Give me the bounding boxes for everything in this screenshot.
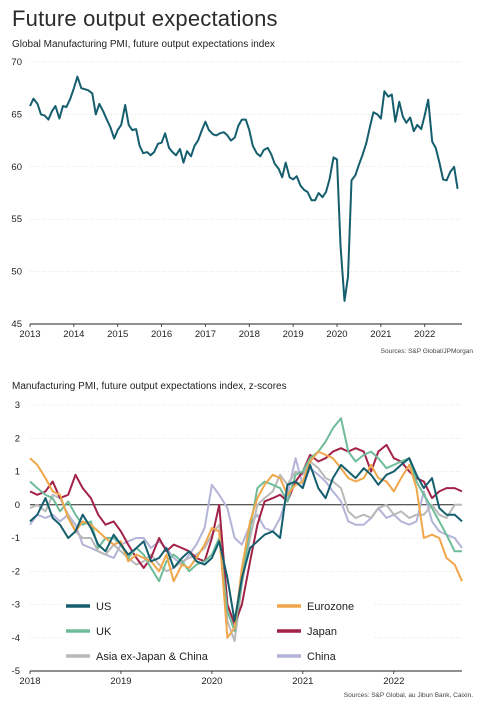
y-tick-label: 45 <box>11 319 22 330</box>
x-tick-label: 2021 <box>370 329 391 340</box>
legend-label: Japan <box>307 626 337 638</box>
legend-label: Eurozone <box>307 601 354 613</box>
y-tick-label: -5 <box>12 666 20 677</box>
chart-title-zscores: Manufacturing PMI, future output expecta… <box>12 381 287 392</box>
x-tick-label: 2022 <box>414 329 435 340</box>
chart-title-global-pmi: Global Manufacturing PMI, future output … <box>12 39 275 50</box>
x-tick-label: 2013 <box>19 329 40 340</box>
x-tick-label: 2020 <box>201 676 222 687</box>
legend-label: China <box>307 651 337 663</box>
y-tick-label: 3 <box>15 400 20 411</box>
y-tick-label: -2 <box>12 566 20 577</box>
x-tick-label: 2016 <box>151 329 172 340</box>
legend-item-bg <box>273 597 373 613</box>
y-tick-label: -4 <box>12 633 20 644</box>
y-tick-label: 60 <box>11 162 22 173</box>
legend-label: UK <box>96 626 112 638</box>
series-line-eurozone <box>29 450 463 639</box>
y-tick-label: 50 <box>11 267 22 278</box>
x-tick-label: 2022 <box>383 676 404 687</box>
y-tick-label: 2 <box>15 433 20 444</box>
y-tick-label: 1 <box>15 467 20 478</box>
legend-item-bg <box>273 622 373 638</box>
global-pmi-line <box>29 75 459 302</box>
y-tick-label: -3 <box>12 600 20 611</box>
x-tick-label: 2018 <box>239 329 260 340</box>
x-tick-label: 2015 <box>107 329 128 340</box>
global-pmi-chart: 45 50 55 60 65 70 2013 2014 2015 2016 2017 2018 2019… <box>11 57 474 355</box>
legend-label: Asia ex-Japan & China <box>96 651 209 663</box>
source-note: Sources: S&P Global, au Jibun Bank, Caix… <box>344 692 473 699</box>
series-line-japan <box>29 443 463 626</box>
x-tick-label: 2019 <box>110 676 131 687</box>
y-tick-label: 0 <box>15 500 20 511</box>
x-tick-label: 2020 <box>326 329 347 340</box>
legend-item-bg <box>62 622 162 638</box>
x-tick-label: 2019 <box>283 329 304 340</box>
x-tick-label: 2018 <box>19 676 40 687</box>
source-note: Sources: S&P Global/JPMorgan <box>381 348 474 355</box>
y-tick-label: 70 <box>11 57 22 68</box>
x-tick-label: 2014 <box>63 329 84 340</box>
legend-label: US <box>96 601 111 613</box>
y-tick-label: 55 <box>11 214 22 225</box>
legend-item-bg <box>62 597 162 613</box>
x-tick-label: 2017 <box>195 329 216 340</box>
y-tick-label: 65 <box>11 109 22 120</box>
legend-item-bg <box>273 647 373 663</box>
page-title: Future output expectations <box>12 6 278 31</box>
legend-item-bg <box>62 647 232 663</box>
series-line-uk <box>29 417 462 633</box>
x-tick-label: 2021 <box>292 676 313 687</box>
y-tick-label: -1 <box>12 533 20 544</box>
series-line-us <box>29 457 463 623</box>
